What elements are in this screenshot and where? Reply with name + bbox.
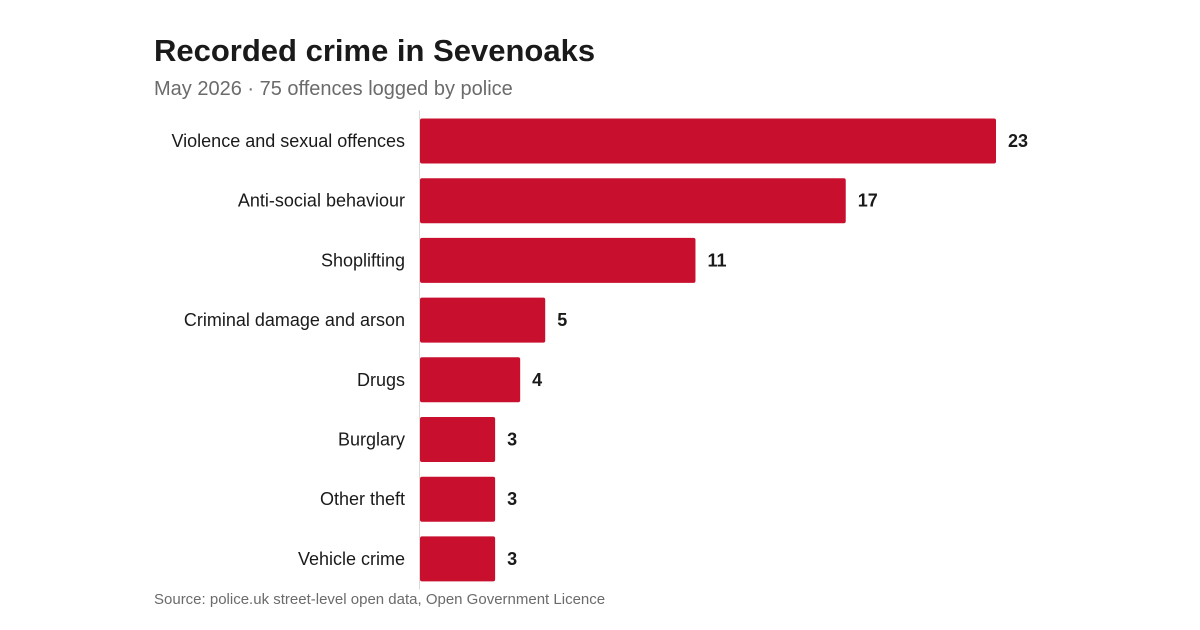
category-label-shoplifting: Shoplifting: [321, 250, 405, 270]
value-label-drugs: 4: [532, 370, 542, 390]
category-label-anti-social-behaviour: Anti-social behaviour: [238, 191, 405, 211]
bar-violence-and-sexual-offences: [420, 118, 996, 164]
value-label-anti-social-behaviour: 17: [858, 191, 878, 211]
category-label-criminal-damage-and-arson: Criminal damage and arson: [184, 310, 405, 330]
category-label-other-theft: Other theft: [320, 489, 405, 509]
chart-subtitle: May 2026 · 75 offences logged by police: [154, 78, 513, 100]
value-label-other-theft: 3: [507, 489, 517, 509]
bar-burglary: [420, 417, 496, 462]
category-label-burglary: Burglary: [338, 430, 405, 450]
bar-shoplifting: [420, 237, 696, 283]
bar-vehicle-crime: [420, 536, 496, 582]
value-label-vehicle-crime: 3: [507, 549, 517, 569]
category-label-drugs: Drugs: [357, 370, 405, 390]
value-label-criminal-damage-and-arson: 5: [557, 310, 567, 330]
bar-anti-social-behaviour: [420, 178, 846, 224]
value-label-violence-and-sexual-offences: 23: [1008, 131, 1028, 151]
category-label-violence-and-sexual-offences: Violence and sexual offences: [171, 131, 405, 151]
bar-criminal-damage-and-arson: [420, 297, 546, 343]
value-label-shoplifting: 11: [707, 250, 726, 270]
category-label-vehicle-crime: Vehicle crime: [298, 549, 405, 569]
bars-group: Violence and sexual offences 23 Anti-socia…: [171, 118, 1028, 582]
source-note: Source: police.uk street-level open data…: [154, 591, 606, 608]
chart-title: Recorded crime in Sevenoaks: [154, 33, 596, 68]
bar-drugs: [420, 357, 521, 403]
bar-other-theft: [420, 476, 496, 522]
value-label-burglary: 3: [507, 430, 517, 450]
